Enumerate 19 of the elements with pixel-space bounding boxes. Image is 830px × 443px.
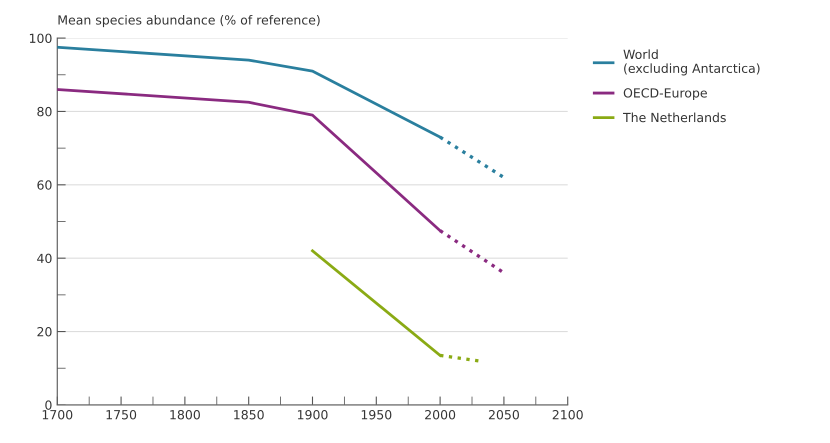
x-tick-label: 2000 [425,410,456,420]
y-tick-label: 40 [37,254,52,264]
x-tick-label: 1800 [170,410,200,420]
x-tick-label: 1750 [106,410,136,420]
x-tick-label: 1950 [362,410,392,420]
x-tick-label: 1900 [298,410,328,420]
y-tick-label: 100 [30,34,52,44]
legend-label: OECD-Europe [624,88,707,100]
legend-label: World (excluding Antarctica) [623,49,760,76]
y-tick-label: 0 [45,400,52,410]
y-axis-title: Mean species abundance (% of reference) [58,14,320,28]
x-tick-label: 1850 [234,410,264,420]
y-tick-label: 80 [37,106,52,116]
y-tick-label: 60 [37,180,52,190]
x-tick-label: 2100 [552,410,583,420]
x-tick-label: 1700 [42,410,72,420]
y-tick-label: 20 [37,327,52,336]
legend-label: The Netherlands [622,112,726,122]
x-tick-label: 2050 [488,410,519,420]
